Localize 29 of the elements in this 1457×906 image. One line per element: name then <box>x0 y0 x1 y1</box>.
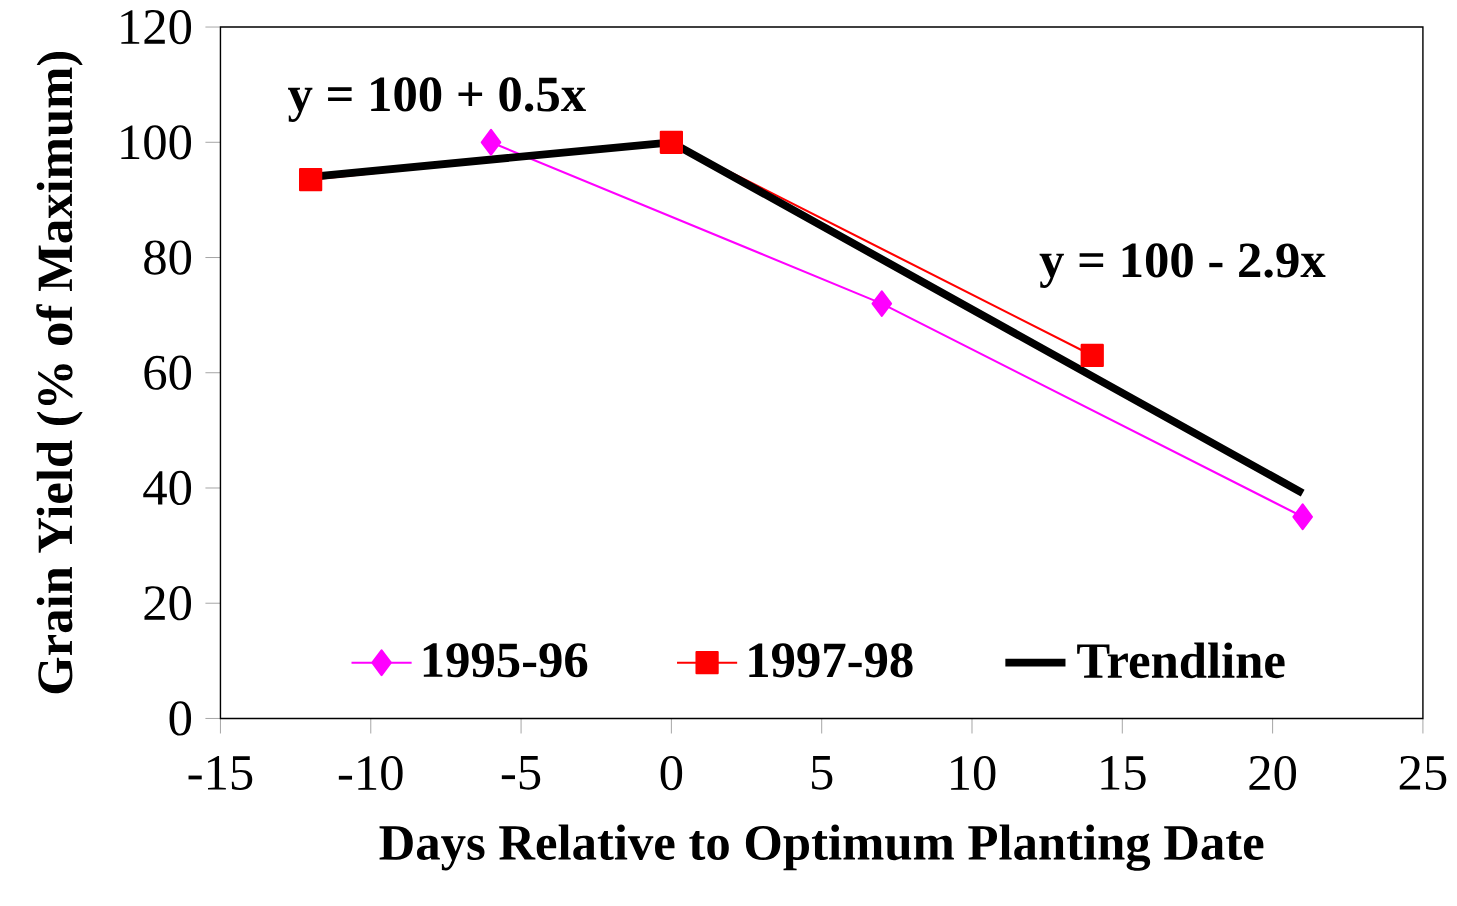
annotation: y = 100 + 0.5x <box>288 77 586 123</box>
y-tick-label: 0 <box>169 701 192 736</box>
y-tick-label: 80 <box>144 240 192 275</box>
legend-label: Trendline <box>1077 642 1285 679</box>
x-tick-label: 0 <box>660 756 683 791</box>
point <box>299 168 323 192</box>
x-tick-label: 15 <box>1101 756 1146 791</box>
y-tick-label: 120 <box>121 9 192 45</box>
point <box>659 130 683 154</box>
y-tick-label: 60 <box>144 355 192 390</box>
x-tick-label: -10 <box>338 756 403 791</box>
point <box>871 290 893 318</box>
y-tick-label: 40 <box>143 470 192 506</box>
legend-label: 1995-96 <box>423 643 588 678</box>
y-axis-title: Grain Yield (% of Maximum) <box>36 52 83 694</box>
point <box>1080 343 1104 368</box>
annotation: y = 100 - 2.9x <box>1039 243 1326 288</box>
x-tick-label: 10 <box>951 756 996 791</box>
x-tick-label: -15 <box>188 756 253 791</box>
x-axis-title: Days Relative to Optimum Planting Date <box>379 824 1264 871</box>
y-tick-label: 20 <box>144 586 192 621</box>
x-tick-label: 25 <box>1399 756 1447 791</box>
point <box>480 128 502 156</box>
x-tick-label: 20 <box>1249 756 1297 791</box>
x-tick-label: 5 <box>811 756 833 790</box>
point <box>1292 503 1313 531</box>
legend-label: 1997-98 <box>749 643 913 678</box>
x-tick-label: -5 <box>501 756 541 790</box>
y-tick-label: 100 <box>121 125 192 160</box>
